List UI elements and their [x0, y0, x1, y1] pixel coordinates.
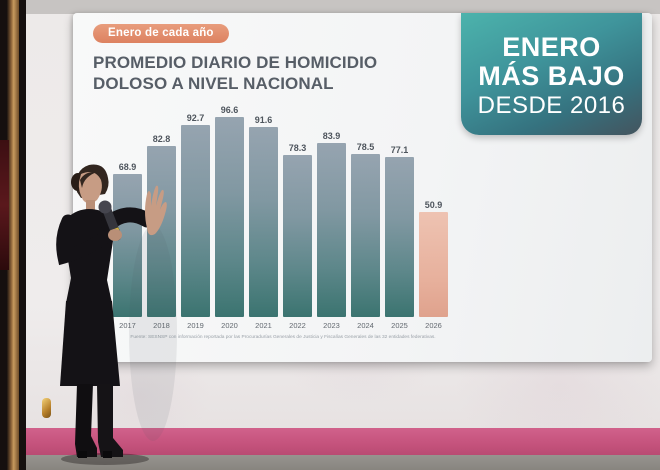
- presenter-skirt: [60, 301, 120, 386]
- presenter-face: [78, 171, 102, 210]
- presenter-screen-shadow: [129, 225, 177, 441]
- bar-column-2024: 78.5 2024: [351, 102, 380, 330]
- red-curtain: [0, 140, 9, 270]
- presenter-right-arm: [56, 214, 116, 266]
- bar-value-label: 78.5: [356, 142, 375, 152]
- banner-line3: DESDE 2016: [477, 91, 626, 119]
- bar-column-2022: 78.3 2022: [283, 102, 312, 330]
- bar-column-2019: 92.7 2019: [181, 102, 210, 330]
- bar-column-2021: 91.6 2021: [249, 102, 278, 330]
- bar-value-label: 96.6: [220, 105, 239, 115]
- slide-badge: Enero de cada año: [93, 24, 229, 43]
- bar-2020: [215, 117, 244, 317]
- bar-2024: [351, 154, 380, 317]
- bar-value-label: 92.7: [186, 113, 205, 123]
- bar-value-label: 77.1: [390, 145, 409, 155]
- bar-2019: [181, 125, 210, 317]
- bar-year-label: 2019: [187, 321, 204, 330]
- presenter-mic-hand: [108, 229, 122, 241]
- gold-ornament: [42, 398, 51, 418]
- bar-year-label: 2020: [221, 321, 238, 330]
- presenter-hand: [145, 185, 167, 236]
- annotation-banner: ENERO MÁS BAJO DESDE 2016: [461, 13, 642, 135]
- bar-year-label: 2025: [391, 321, 408, 330]
- bar-value-label: 82.8: [152, 134, 171, 144]
- slide-title-line1: PROMEDIO DIARIO DE HOMICIDIO: [93, 53, 378, 72]
- bar-value-label: 78.3: [288, 143, 307, 153]
- bar-year-label: 2022: [289, 321, 306, 330]
- bar-value-label: 83.9: [322, 131, 341, 141]
- bar-column-2023: 83.9 2023: [317, 102, 346, 330]
- bar-value-label: 68.9: [118, 162, 137, 172]
- wall-upper-strip: [20, 0, 660, 14]
- slide-title: PROMEDIO DIARIO DE HOMICIDIO DOLOSO A NI…: [93, 53, 377, 94]
- bar-year-label: 2026: [425, 321, 442, 330]
- bar-year-label: 2023: [323, 321, 340, 330]
- source-note: Fuente: SESNSP con información reportada…: [130, 335, 436, 340]
- presenter-boots: [75, 384, 123, 458]
- presenter-silhouette: [56, 164, 177, 465]
- bar-year-label: 2017: [119, 321, 136, 330]
- bar-column-2025: 77.1 2025: [385, 102, 414, 330]
- bar-column-2020: 96.6 2020: [215, 102, 244, 330]
- banner-line1: ENERO: [502, 31, 601, 62]
- bar-year-label: 2021: [255, 321, 272, 330]
- bar-year-label: 2024: [357, 321, 374, 330]
- slide-title-line2: DOLOSO A NIVEL NACIONAL: [93, 73, 334, 93]
- bar-column-2017: 68.9 2017: [113, 102, 142, 330]
- wood-pillar: [7, 0, 19, 470]
- bar-year-label: 2018: [153, 321, 170, 330]
- bar-2026: [419, 212, 448, 317]
- bar-2025: [385, 157, 414, 317]
- bar-2017: [113, 174, 142, 317]
- bar-2022: [283, 155, 312, 317]
- wall-pink-band: [20, 428, 660, 456]
- bar-value-label: 91.6: [254, 115, 273, 125]
- stage-floor: [0, 455, 660, 470]
- bar-column-2026: 50.9 2026: [419, 102, 448, 330]
- bar-2023: [317, 143, 346, 317]
- banner-line2: MÁS BAJO: [478, 61, 625, 92]
- bar-2021: [249, 127, 278, 317]
- bar-value-label: 50.9: [424, 200, 443, 210]
